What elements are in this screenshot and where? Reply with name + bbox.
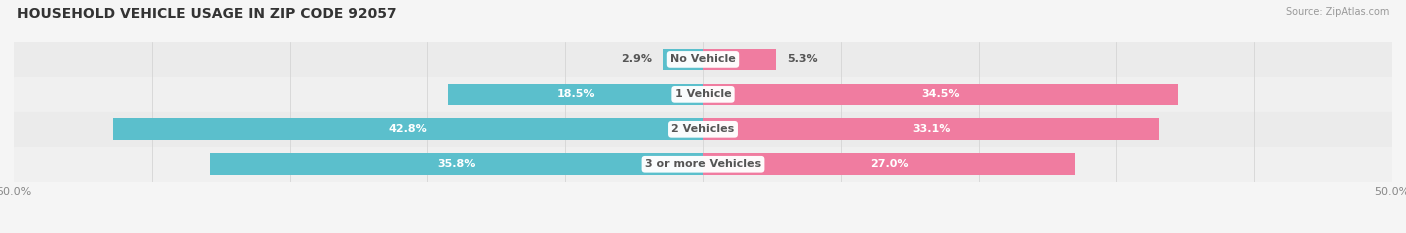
Bar xyxy=(14,147,1392,182)
Bar xyxy=(14,112,1392,147)
Bar xyxy=(14,77,1392,112)
Text: 33.1%: 33.1% xyxy=(912,124,950,134)
Bar xyxy=(14,42,1392,77)
Bar xyxy=(114,118,703,140)
Text: Source: ZipAtlas.com: Source: ZipAtlas.com xyxy=(1285,7,1389,17)
Text: 35.8%: 35.8% xyxy=(437,159,475,169)
Text: 27.0%: 27.0% xyxy=(870,159,908,169)
Bar xyxy=(703,49,776,70)
Bar xyxy=(449,84,703,105)
Text: No Vehicle: No Vehicle xyxy=(671,55,735,64)
Bar xyxy=(703,118,1159,140)
Bar xyxy=(209,154,703,175)
Text: 3 or more Vehicles: 3 or more Vehicles xyxy=(645,159,761,169)
Text: 42.8%: 42.8% xyxy=(388,124,427,134)
Bar xyxy=(703,154,1076,175)
Text: 2 Vehicles: 2 Vehicles xyxy=(672,124,734,134)
Text: 5.3%: 5.3% xyxy=(787,55,818,64)
Text: HOUSEHOLD VEHICLE USAGE IN ZIP CODE 92057: HOUSEHOLD VEHICLE USAGE IN ZIP CODE 9205… xyxy=(17,7,396,21)
Bar xyxy=(664,49,703,70)
Text: 1 Vehicle: 1 Vehicle xyxy=(675,89,731,99)
Text: 2.9%: 2.9% xyxy=(621,55,652,64)
Text: 34.5%: 34.5% xyxy=(921,89,960,99)
Text: 18.5%: 18.5% xyxy=(557,89,595,99)
Bar xyxy=(703,84,1178,105)
